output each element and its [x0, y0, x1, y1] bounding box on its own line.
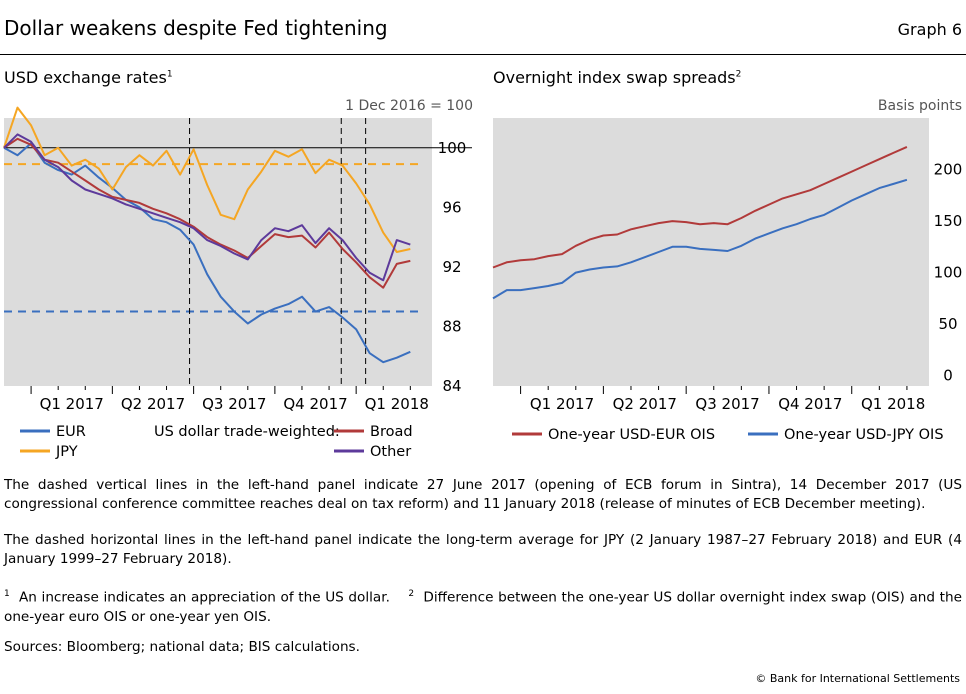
- legend-broad-label: Broad: [370, 424, 413, 440]
- right-y-tick-label: 50: [938, 315, 957, 333]
- right-y-tick-label: 0: [943, 367, 953, 385]
- right-y-tick-label: 200: [934, 161, 963, 179]
- right-x-tick-label: Q1 2017: [530, 395, 594, 413]
- left-y-tick-label: 88: [442, 317, 461, 335]
- right-series-one-year-usd-eur-ois: [492, 145, 908, 269]
- left-x-tick-label: Q2 2017: [121, 395, 185, 413]
- legend-usd-eur-label: One-year USD-EUR OIS: [548, 427, 715, 443]
- right-x-tick-label: Q2 2017: [613, 395, 677, 413]
- footnote-2-mark: 2: [408, 589, 415, 599]
- left-series-broad: [3, 137, 411, 289]
- left-x-tick-label: Q4 2017: [283, 395, 347, 413]
- right-x-tick-label: Q3 2017: [695, 395, 759, 413]
- title-divider: [0, 54, 966, 55]
- note-horizontal-lines: The dashed horizontal lines in the left-…: [4, 532, 962, 567]
- footnotes: 1 An increase indicates an appreciation …: [4, 585, 962, 627]
- footnote-1: An increase indicates an appreciation of…: [19, 589, 390, 606]
- left-x-tick-label: Q1 2018: [365, 395, 429, 413]
- left-plot-area: [4, 118, 432, 386]
- sources: Sources: Bloomberg; national data; BIS c…: [4, 639, 360, 655]
- chart-title: Dollar weakens despite Fed tightening: [4, 16, 388, 40]
- footnote-1-mark: 1: [4, 589, 10, 599]
- right-plot-area: [493, 118, 929, 386]
- legend-trade-weighted-label: US dollar trade-weighted:: [154, 424, 340, 440]
- graph-number: Graph 6: [897, 20, 962, 39]
- left-y-tick-label: 84: [442, 377, 461, 395]
- right-x-tick-label: Q4 2017: [778, 395, 842, 413]
- left-x-tick-label: Q1 2017: [40, 395, 104, 413]
- left-y-tick-label: 92: [442, 258, 461, 276]
- footnote-2: Difference between the one-year US dolla…: [4, 589, 962, 625]
- right-y-tick-label: 150: [934, 212, 963, 230]
- right-chart: Q1 2017 Q2 2017 Q3 2017 Q4 2017 Q1 2018 0 50 10…: [492, 145, 963, 413]
- right-x-tick-label: Q1 2018: [861, 395, 925, 413]
- left-series-other: [3, 133, 411, 282]
- left-unit-label: 1 Dec 2016 = 100: [345, 98, 473, 114]
- right-unit-label: Basis points: [877, 98, 962, 114]
- legend-usd-jpy-label: One-year USD-JPY OIS: [784, 427, 944, 443]
- copyright: © Bank for International Settlements: [755, 672, 960, 685]
- legend-other-label: Other: [370, 444, 411, 460]
- left-panel-title: USD exchange rates1: [4, 68, 173, 87]
- right-y-tick-label: 100: [934, 264, 963, 282]
- right-series-one-year-usd-jpy-ois: [492, 178, 908, 300]
- note-vertical-lines: The dashed vertical lines in the left-ha…: [4, 477, 962, 512]
- right-panel-title: Overnight index swap spreads2: [493, 68, 742, 87]
- left-x-tick-label: Q3 2017: [202, 395, 266, 413]
- legend-eur-label: EUR: [56, 424, 86, 440]
- legend-jpy-label: JPY: [55, 444, 78, 460]
- left-y-tick-label: 96: [442, 198, 461, 216]
- left-series-jpy: [3, 106, 411, 253]
- charts-canvas: Q1 2017 Q2 2017 Q3 2017 Q4 2017 Q1 2018 84 88 9…: [3, 106, 963, 460]
- left-chart: Q1 2017 Q2 2017 Q3 2017 Q4 2017 Q1 2018 84 88 9…: [3, 106, 472, 413]
- legend: EUR JPY US dollar trade-weighted: Broad …: [20, 424, 944, 460]
- left-series-eur: [3, 142, 411, 364]
